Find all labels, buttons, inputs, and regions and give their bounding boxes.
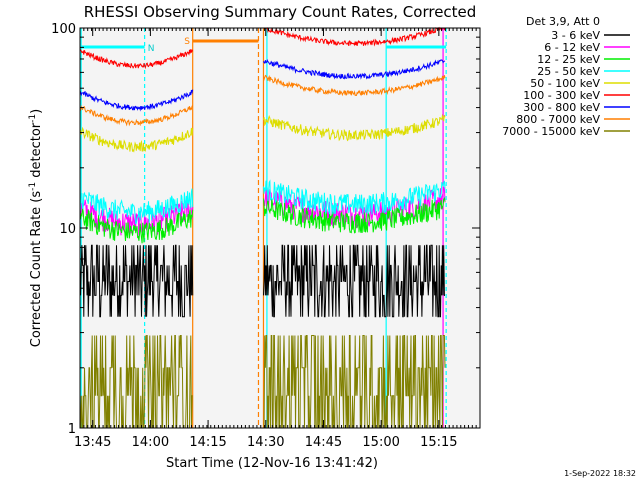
series-line-5 bbox=[79, 126, 194, 153]
series-line-1 bbox=[79, 244, 194, 318]
legend-label: 12 - 25 keV bbox=[537, 53, 600, 66]
series-line-5 bbox=[263, 113, 446, 142]
x-tick-label: 14:00 bbox=[132, 435, 169, 450]
legend-label: 7000 - 15000 keV bbox=[502, 125, 600, 138]
y-axis-label-exponent: -1 bbox=[28, 182, 38, 191]
x-tick-label: 15:15 bbox=[420, 435, 457, 450]
legend-label: 3 - 6 keV bbox=[551, 29, 600, 42]
series-line-8 bbox=[79, 105, 193, 127]
y-axis-label-part: Corrected Count Rate (s bbox=[29, 191, 44, 348]
axes: 1 10 100 13:45 14:00 14:15 14:30 14:45 15:00 15:1… bbox=[51, 22, 481, 450]
series-line-9 bbox=[263, 335, 446, 429]
legend-label: 50 - 100 keV bbox=[530, 77, 600, 90]
series-line-3 bbox=[79, 207, 194, 244]
x-tick-label: 14:30 bbox=[247, 435, 284, 450]
series-layer bbox=[79, 26, 446, 429]
x-tick-label: 14:15 bbox=[189, 435, 226, 450]
y-tick-label: 10 bbox=[59, 222, 76, 237]
legend-label: 100 - 300 keV bbox=[523, 89, 600, 102]
x-tick-label: 13:45 bbox=[74, 435, 111, 450]
legend-label: 800 - 7000 keV bbox=[516, 113, 600, 126]
series-line-4 bbox=[79, 188, 194, 225]
x-axis-label: Start Time (12-Nov-16 13:41:42) bbox=[166, 456, 378, 471]
series-line-1 bbox=[263, 244, 445, 318]
series-line-8 bbox=[263, 74, 446, 97]
series-line-6 bbox=[79, 48, 194, 70]
series-line-4 bbox=[263, 179, 446, 215]
night-marker-label: N bbox=[148, 44, 155, 54]
x-tick-label: 15:00 bbox=[362, 435, 399, 450]
series-line-7 bbox=[263, 58, 446, 80]
y-axis-label: Corrected Count Rate (s-1 detector-1) bbox=[28, 109, 44, 347]
legend-label: 25 - 50 keV bbox=[537, 65, 600, 78]
legend-label: 300 - 800 keV bbox=[523, 101, 600, 114]
y-axis-label-exponent: -1 bbox=[28, 114, 38, 123]
chart-title: RHESSI Observing Summary Count Rates, Co… bbox=[84, 3, 477, 21]
legend-header: Det 3,9, Att 0 bbox=[526, 15, 600, 28]
saa-marker-label: S bbox=[184, 37, 190, 47]
series-line-7 bbox=[79, 89, 194, 112]
x-tick-label: 14:45 bbox=[305, 435, 342, 450]
y-axis-label-part: ) bbox=[29, 109, 44, 114]
y-tick-label: 1 bbox=[68, 422, 76, 437]
y-axis-label-part: detector bbox=[29, 122, 44, 182]
series-line-6 bbox=[263, 26, 446, 47]
footer-timestamp: 1-Sep-2022 18:32 bbox=[564, 469, 636, 478]
y-tick-label: 100 bbox=[51, 22, 76, 37]
series-line-3 bbox=[263, 196, 446, 234]
legend-label: 6 - 12 keV bbox=[544, 41, 600, 54]
